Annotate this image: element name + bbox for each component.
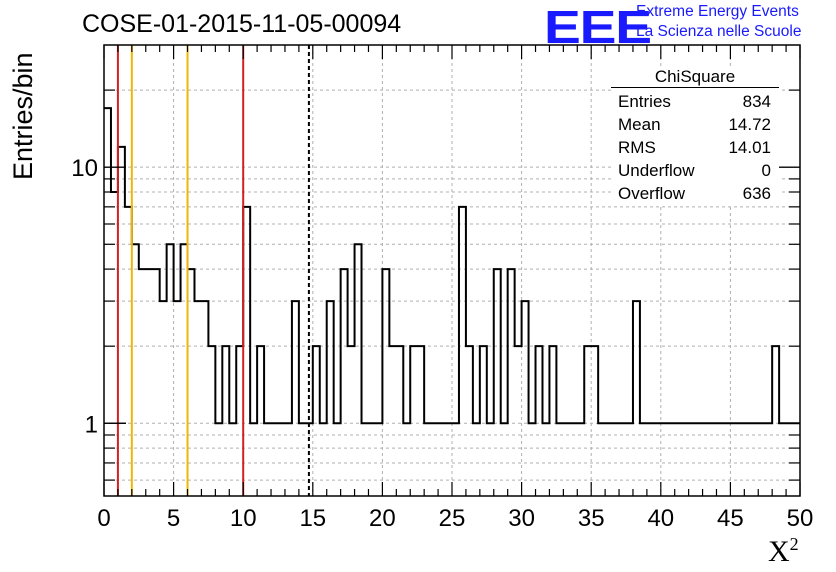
- x-tick-label: 10: [230, 505, 257, 532]
- stats-row-overflow: Overflow 636: [611, 182, 779, 205]
- logo-text: Extreme Energy Events La Scienza nelle S…: [636, 2, 801, 42]
- x-tick-label: 5: [167, 505, 180, 532]
- histogram-bars: [104, 107, 800, 425]
- logo-line2: La Scienza nelle Scuole: [636, 23, 802, 40]
- x-tick-label: 20: [369, 505, 396, 532]
- x-axis-label: X2: [768, 534, 799, 569]
- stats-value: 14.72: [728, 115, 771, 134]
- stats-row-underflow: Underflow 0: [611, 159, 779, 182]
- x-tick-label: 50: [787, 505, 814, 532]
- logo-line1: Extreme Energy Events: [636, 3, 799, 20]
- stats-label: Mean: [618, 115, 661, 134]
- stats-label: Underflow: [618, 161, 695, 180]
- y-tick-label: 10: [71, 155, 98, 182]
- y-tick-label: 1: [85, 411, 98, 438]
- x-axis-label-superscript: 2: [789, 534, 799, 554]
- y-axis-label: Entries/bin: [8, 52, 38, 180]
- stats-row-rms: RMS 14.01: [611, 136, 779, 159]
- chart-title: COSE-01-2015-11-05-00094: [82, 10, 402, 38]
- stats-label: Overflow: [618, 184, 686, 203]
- stats-title: ChiSquare: [611, 66, 779, 88]
- histogram-step: [104, 107, 800, 425]
- stats-value: 14.01: [728, 138, 771, 157]
- x-tick-label: 0: [97, 505, 110, 532]
- x-tick-label: 25: [439, 505, 466, 532]
- x-tick-label: 30: [508, 505, 535, 532]
- stats-value: 0: [761, 161, 771, 180]
- x-tick-label: 35: [578, 505, 605, 532]
- stats-row-mean: Mean 14.72: [611, 113, 779, 136]
- x-tick-label: 45: [717, 505, 744, 532]
- marker-lines: [116, 45, 310, 496]
- stats-label: RMS: [618, 138, 656, 157]
- stats-row-entries: Entries 834: [611, 90, 779, 113]
- stats-label: Entries: [618, 92, 671, 111]
- stats-value: 636: [742, 184, 771, 203]
- x-axis-label-main: X: [768, 535, 790, 568]
- axes: 0 5 10 15 20 25 30 35 40 45 50 1 10: [71, 44, 814, 532]
- x-tick-label: 40: [647, 505, 674, 532]
- stats-box: ChiSquare Entries 834 Mean 14.72 RMS 14.01 …: [611, 66, 779, 205]
- eee-logo: EEE: [544, 1, 652, 53]
- stats-value: 834: [742, 92, 771, 111]
- x-tick-label: 15: [299, 505, 326, 532]
